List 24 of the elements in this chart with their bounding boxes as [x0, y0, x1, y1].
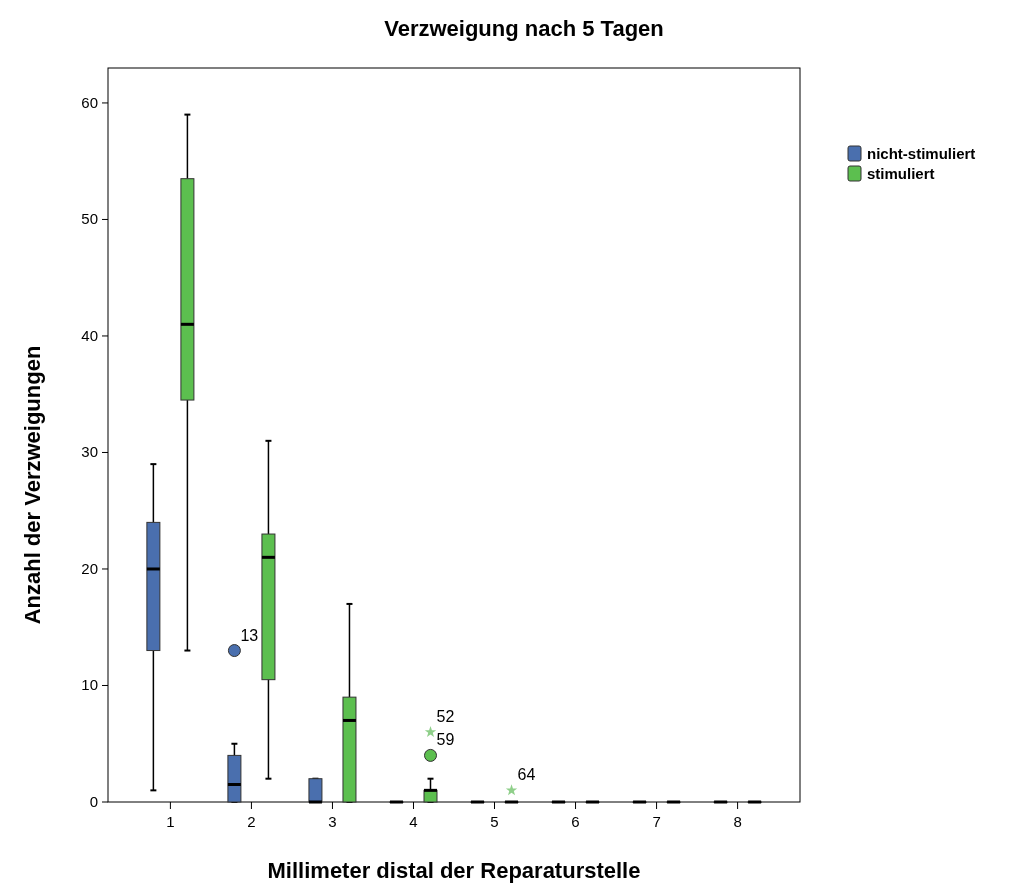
- legend-label: stimuliert: [867, 165, 935, 182]
- annotation: 52: [436, 708, 455, 726]
- x-tick-label: 5: [490, 813, 499, 830]
- chart-title: Verzweigung nach 5 Tagen: [384, 16, 664, 41]
- y-tick-label: 20: [81, 559, 98, 577]
- annotation: 13: [240, 626, 259, 644]
- legend-label: nicht-stimuliert: [867, 145, 976, 162]
- annotation: 59: [436, 731, 455, 749]
- x-tick-label: 3: [328, 813, 337, 830]
- y-tick-label: 10: [81, 676, 98, 694]
- y-tick-label: 30: [81, 443, 98, 461]
- x-tick-label: 6: [571, 813, 580, 830]
- y-tick-label: 0: [89, 793, 98, 810]
- x-tick-label: 1: [166, 813, 175, 830]
- y-tick-label: 40: [81, 326, 98, 344]
- x-axis-title: Millimeter distal der Reparaturstelle: [267, 858, 641, 883]
- x-tick-label: 4: [409, 813, 418, 830]
- x-tick-label: 2: [247, 813, 256, 830]
- x-tick-label: 7: [652, 813, 661, 830]
- x-tick-label: 8: [733, 813, 742, 830]
- y-tick-label: 50: [81, 210, 98, 228]
- y-tick-label: 60: [81, 93, 98, 111]
- annotation: 64: [517, 766, 536, 784]
- y-axis-title: Anzahl der Verzweigungen: [20, 345, 45, 625]
